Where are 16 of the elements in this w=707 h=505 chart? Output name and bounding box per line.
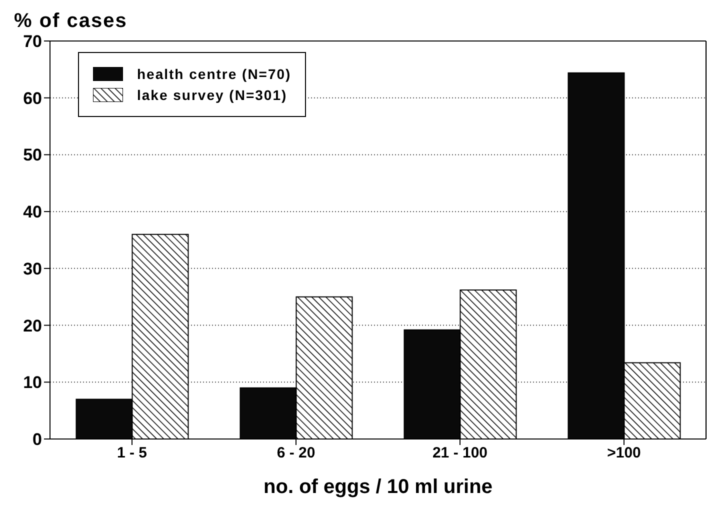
y-tick-label: 60 <box>23 88 42 108</box>
y-tick-label: 50 <box>23 146 42 165</box>
legend-label: health centre (N=70) <box>137 66 292 82</box>
legend-label: lake survey (N=301) <box>137 87 288 103</box>
y-tick-label: 30 <box>23 259 42 278</box>
y-axis-title: % of cases <box>14 10 128 32</box>
x-axis-title: no. of eggs / 10 ml urine <box>264 476 492 498</box>
x-tick-label: >100 <box>607 444 641 462</box>
x-tick-label: 1 - 5 <box>116 444 148 462</box>
y-tick-label: 10 <box>23 373 42 392</box>
y-tick-label: 40 <box>23 202 42 222</box>
x-tick-label: 6 - 20 <box>276 444 316 462</box>
y-tick-label: 0 <box>32 430 42 450</box>
y-tick-label: 20 <box>23 316 42 336</box>
x-tick-label: 21 - 100 <box>432 444 488 462</box>
y-tick-label: 70 <box>23 32 42 52</box>
